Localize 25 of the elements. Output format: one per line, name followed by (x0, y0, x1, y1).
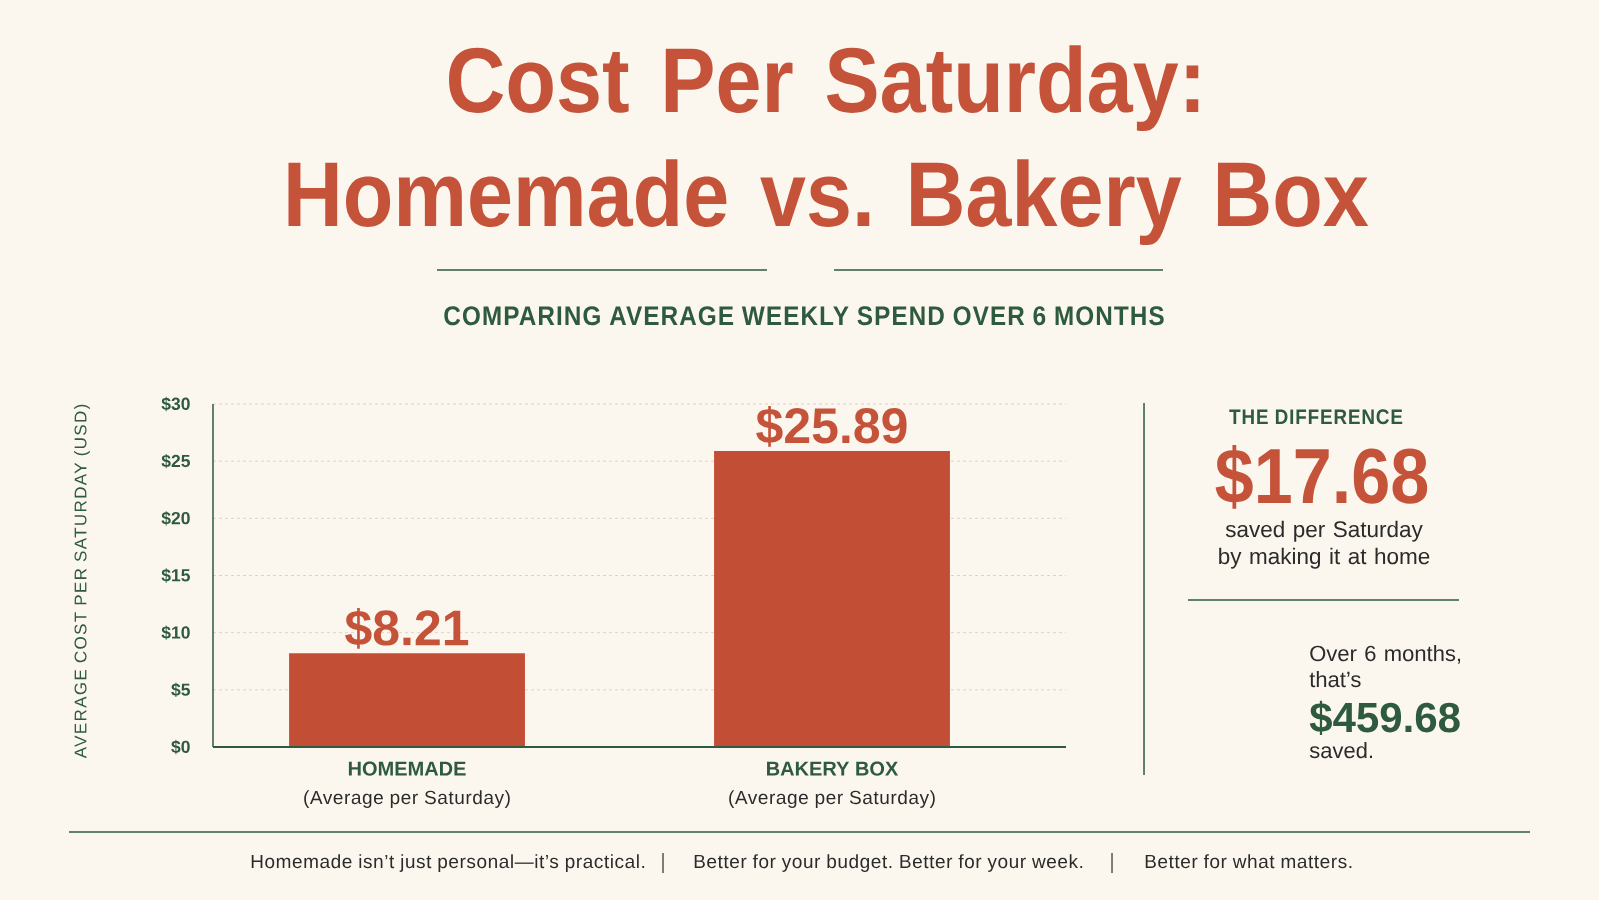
data-label: $25.89 (756, 405, 907, 447)
y-tick-label: $10 (161, 625, 190, 640)
chart-title: Cost Per Saturday: Homemade vs. Bakery Box (288, 45, 1369, 246)
text: (Average per Saturday) (304, 790, 510, 808)
text: saved per Saturday by making it at home (1219, 520, 1430, 569)
y-tick-label: $25 (161, 454, 190, 469)
text: Better for your budget. Better for your week. (694, 854, 1083, 872)
y-tick-label: $30 (161, 396, 190, 412)
text: $17.68 (1215, 445, 1428, 509)
text: (Average per Saturday) (729, 790, 935, 808)
text: saved. (1309, 742, 1373, 759)
x-tick-label: HOMEMADE (348, 761, 466, 776)
data-label: $8.21 (345, 608, 469, 649)
chart-subtitle: COMPARING AVERAGE WEEKLY SPEND OVER 6 MONTHS (444, 306, 1164, 326)
text: $459.68 (1309, 700, 1460, 736)
text: THE DIFFERENCE (1229, 409, 1403, 425)
y-tick-label: $5 (171, 682, 190, 697)
x-tick-label: BAKERY BOX (767, 761, 899, 776)
text: Better for what matters. (1145, 854, 1352, 869)
y-tick-label: $15 (161, 568, 190, 583)
y-tick-label: $0 (171, 739, 190, 755)
y-tick-label: $20 (161, 511, 190, 526)
text: Homemade isn’t just personal—it’s practical. (251, 854, 645, 872)
y-axis-title: AVERAGE COST PER SATURDAY (USD) (74, 404, 90, 759)
text: Over 6 months, that’s (1309, 645, 1461, 688)
